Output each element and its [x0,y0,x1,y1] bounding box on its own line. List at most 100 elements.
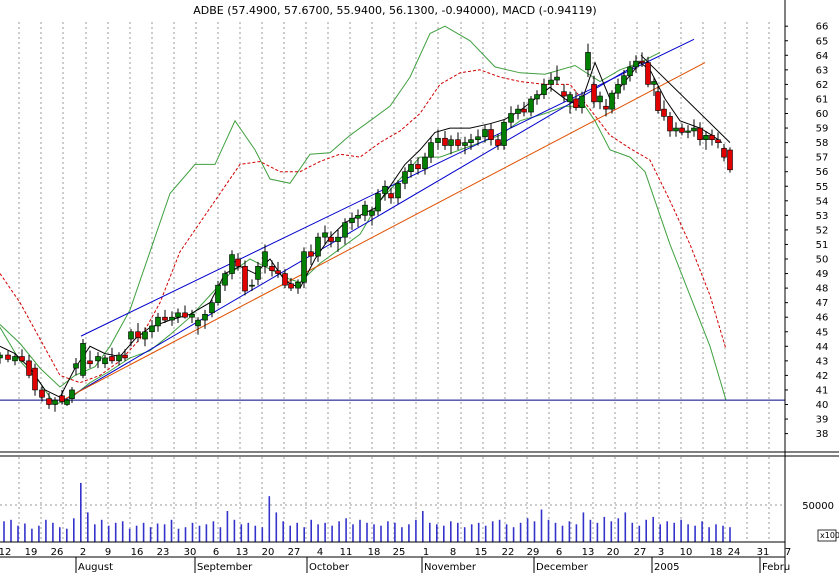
candle-body [12,356,18,362]
candle-body [116,354,122,362]
chart-title: ADBE (57.4900, 57.6700, 55.9400, 56.1300… [193,4,596,17]
candle [561,84,567,102]
candle [501,119,507,150]
price-tick-label: 50 [816,255,829,266]
candle [255,261,261,286]
candle [182,305,188,319]
candle-body [597,95,603,103]
candle [482,125,488,143]
candle-body [149,325,155,333]
price-tick-label: 51 [816,240,829,251]
candle-body [402,171,408,184]
candle-body [362,204,368,216]
date-tick-label: 31 [757,547,770,558]
candle [335,229,341,252]
candle [603,98,609,117]
candle-body [335,236,341,242]
candle-body [80,343,86,376]
candle-body [697,127,703,140]
date-tick-label: 7 [785,547,791,558]
candle [262,244,268,274]
candle [448,135,454,155]
candle-body [561,91,567,97]
candle-body [415,164,421,170]
price-tick-label: 44 [816,342,829,353]
price-axis: 38 39 40 41 42 43 44 45 46 47 48 49 50 51 52 53 54 55 56 57… [785,22,828,440]
date-tick-label: 24 [728,547,741,558]
candle-body [673,127,679,132]
candle-body [573,98,579,108]
candle-body [428,142,434,158]
candle [621,69,627,91]
candle-body [235,258,241,267]
date-tick-label: 20 [607,547,620,558]
candle-body [142,331,148,340]
candle [435,129,441,150]
candle-body [709,135,715,140]
candle [155,312,161,332]
candle-body [715,139,721,143]
month-label: December [536,562,589,573]
candle [609,90,615,114]
candle [59,389,65,405]
candle [639,52,645,67]
candle [455,132,461,150]
candle-body [448,139,454,146]
candle-body [388,193,394,199]
candle [229,250,235,280]
candle [428,136,434,163]
candle-body [521,108,527,113]
price-tick-label: 60 [816,109,829,120]
candle-body [395,183,401,199]
candle [721,144,727,162]
candle [488,123,494,146]
price-tick-label: 54 [816,196,829,207]
candle-body [52,399,58,405]
candle-body [408,164,414,173]
date-tick-label: 15 [475,547,488,558]
candle-body [382,185,388,194]
trend-line-1 [63,62,641,401]
candle-body [462,142,468,146]
price-tick-label: 52 [816,225,829,236]
candle-body [328,236,334,242]
candle [627,61,633,82]
volume-tick-label: 50000 [802,501,834,512]
candle-body [202,313,208,321]
candle-body [488,129,494,140]
candle-body [685,130,691,133]
candle [175,308,181,324]
candle [597,91,603,110]
price-tick-label: 58 [816,138,829,149]
candle [109,347,115,364]
bollinger-lower [0,105,727,406]
candle [422,152,428,175]
candle-body [135,331,141,338]
candle-body [102,357,108,365]
candle-body [122,354,128,359]
candle-body [182,312,188,318]
candle-body [282,273,288,286]
candle [315,232,321,262]
candle [508,106,514,129]
candle-body [46,398,52,405]
candle-body [349,217,355,223]
candles [0,43,733,412]
candle [715,132,721,149]
candle [80,339,86,379]
trend-line-3 [640,54,731,143]
candle-body [87,360,93,365]
candle [222,270,228,292]
candle-body [73,363,79,369]
month-label: August [78,562,113,573]
candle [149,320,155,338]
price-tick-label: 56 [816,167,829,178]
candle [102,355,108,369]
candle-body [703,135,709,140]
candle [122,349,128,361]
candle-body [468,139,474,143]
candle-body [64,399,70,405]
price-tick-label: 41 [816,385,829,396]
date-tick-label: 23 [157,547,170,558]
candle [554,65,560,85]
